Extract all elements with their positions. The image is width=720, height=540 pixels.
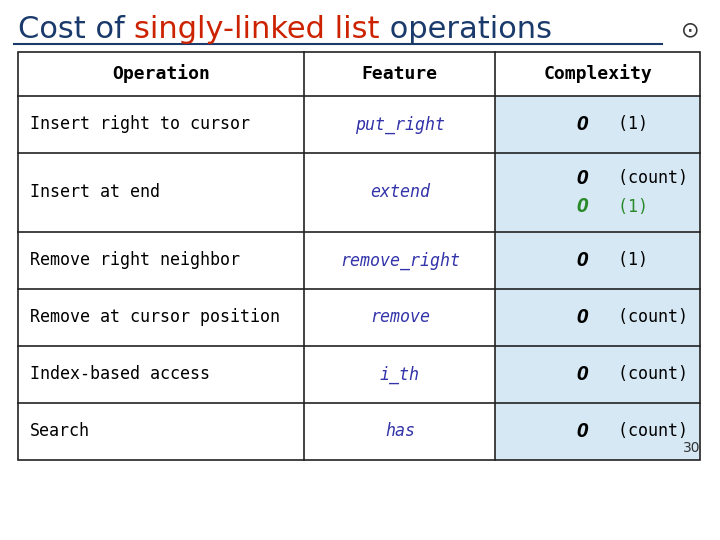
Text: Insert right to cursor: Insert right to cursor [30,116,250,133]
Text: O: O [577,115,588,134]
Text: (1): (1) [608,252,648,269]
Text: O: O [577,365,588,384]
Text: extend: extend [370,184,430,201]
Text: Remove at cursor position: Remove at cursor position [30,308,280,326]
Text: ⊙: ⊙ [680,20,699,40]
Text: (count): (count) [608,422,688,441]
Text: O: O [577,197,588,216]
Text: (count): (count) [608,308,688,326]
Bar [18,346,495,403]
Text: Remove right neighbor: Remove right neighbor [30,252,240,269]
Text: remove: remove [370,308,430,326]
Bar [18,232,495,289]
Bar [18,96,495,153]
Text: O: O [577,308,588,327]
Text: O: O [577,168,588,188]
Bar [495,232,700,289]
Bar [495,403,700,460]
Text: Feature: Feature [362,65,438,83]
Text: operations: operations [380,16,552,44]
Text: remove_right: remove_right [340,251,460,269]
Text: has: has [385,422,415,441]
Text: i_th: i_th [380,366,420,383]
Text: Complexity: Complexity [544,64,652,83]
Text: (count): (count) [608,169,688,187]
Bar [18,153,495,232]
Bar [18,52,700,96]
Text: Index-based access: Index-based access [30,366,210,383]
Text: singly-linked list: singly-linked list [135,16,380,44]
Text: Search: Search [30,422,90,441]
Text: Cost of: Cost of [18,16,135,44]
Text: Insert at end: Insert at end [30,184,160,201]
Text: Operation: Operation [112,64,210,83]
Text: (1): (1) [608,116,648,133]
Text: put_right: put_right [355,115,445,133]
Text: O: O [577,422,588,441]
Bar [495,289,700,346]
Bar [495,153,700,232]
Text: O: O [577,251,588,270]
Text: (count): (count) [608,366,688,383]
Text: 30: 30 [683,441,700,455]
Bar [18,289,495,346]
Bar [495,96,700,153]
Text: (1): (1) [608,198,648,215]
Bar [18,52,700,460]
Bar [495,346,700,403]
Bar [18,403,495,460]
